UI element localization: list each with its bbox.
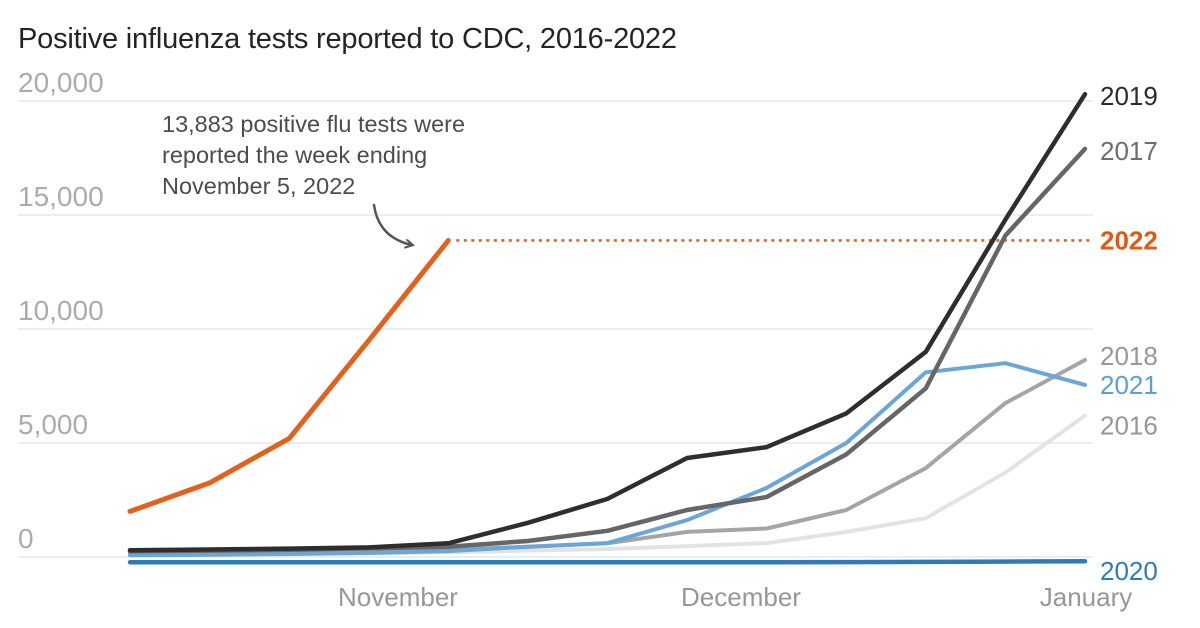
series-line-2017 bbox=[127, 146, 1088, 554]
gridlines bbox=[18, 100, 1093, 558]
year-label-2022: 2022 bbox=[1100, 225, 1158, 255]
y-tick-label: 15,000 bbox=[18, 181, 104, 212]
annotation-line-3: November 5, 2022 bbox=[162, 173, 356, 199]
annotation-line-2: reported the week ending bbox=[162, 142, 428, 168]
series-line-2019 bbox=[127, 91, 1088, 553]
y-tick-label: 20,000 bbox=[18, 67, 104, 98]
series-lines bbox=[127, 91, 1088, 565]
month-label: December bbox=[681, 582, 801, 612]
y-tick-label: 5,000 bbox=[18, 409, 88, 440]
y-tick-label: 10,000 bbox=[18, 295, 104, 326]
annotation-callout: 13,883 positive flu tests were reported … bbox=[162, 109, 465, 202]
series-line-2016 bbox=[128, 413, 1087, 557]
year-label-2019: 2019 bbox=[1100, 81, 1158, 111]
x-axis-month-labels: November December January bbox=[338, 582, 1132, 612]
series-line-2022 bbox=[127, 238, 451, 514]
month-label: January bbox=[1040, 582, 1133, 612]
series-line-2021 bbox=[128, 361, 1087, 558]
year-label-2016: 2016 bbox=[1100, 411, 1158, 441]
year-label-2018: 2018 bbox=[1100, 341, 1158, 371]
chart-title: Positive influenza tests reported to CDC… bbox=[18, 23, 677, 56]
series-line-2020 bbox=[127, 558, 1088, 565]
y-axis-tick-labels: 0 5,000 10,000 15,000 20,000 bbox=[18, 67, 104, 554]
series-line-2018 bbox=[128, 358, 1087, 556]
year-label-2021: 2021 bbox=[1100, 370, 1158, 400]
year-label-2020: 2020 bbox=[1100, 556, 1158, 586]
annotation-arrow bbox=[372, 203, 412, 245]
month-label: November bbox=[338, 582, 458, 612]
annotation-line-1: 13,883 positive flu tests were bbox=[162, 111, 466, 137]
year-label-2017: 2017 bbox=[1100, 136, 1158, 166]
y-tick-label: 0 bbox=[18, 523, 34, 554]
